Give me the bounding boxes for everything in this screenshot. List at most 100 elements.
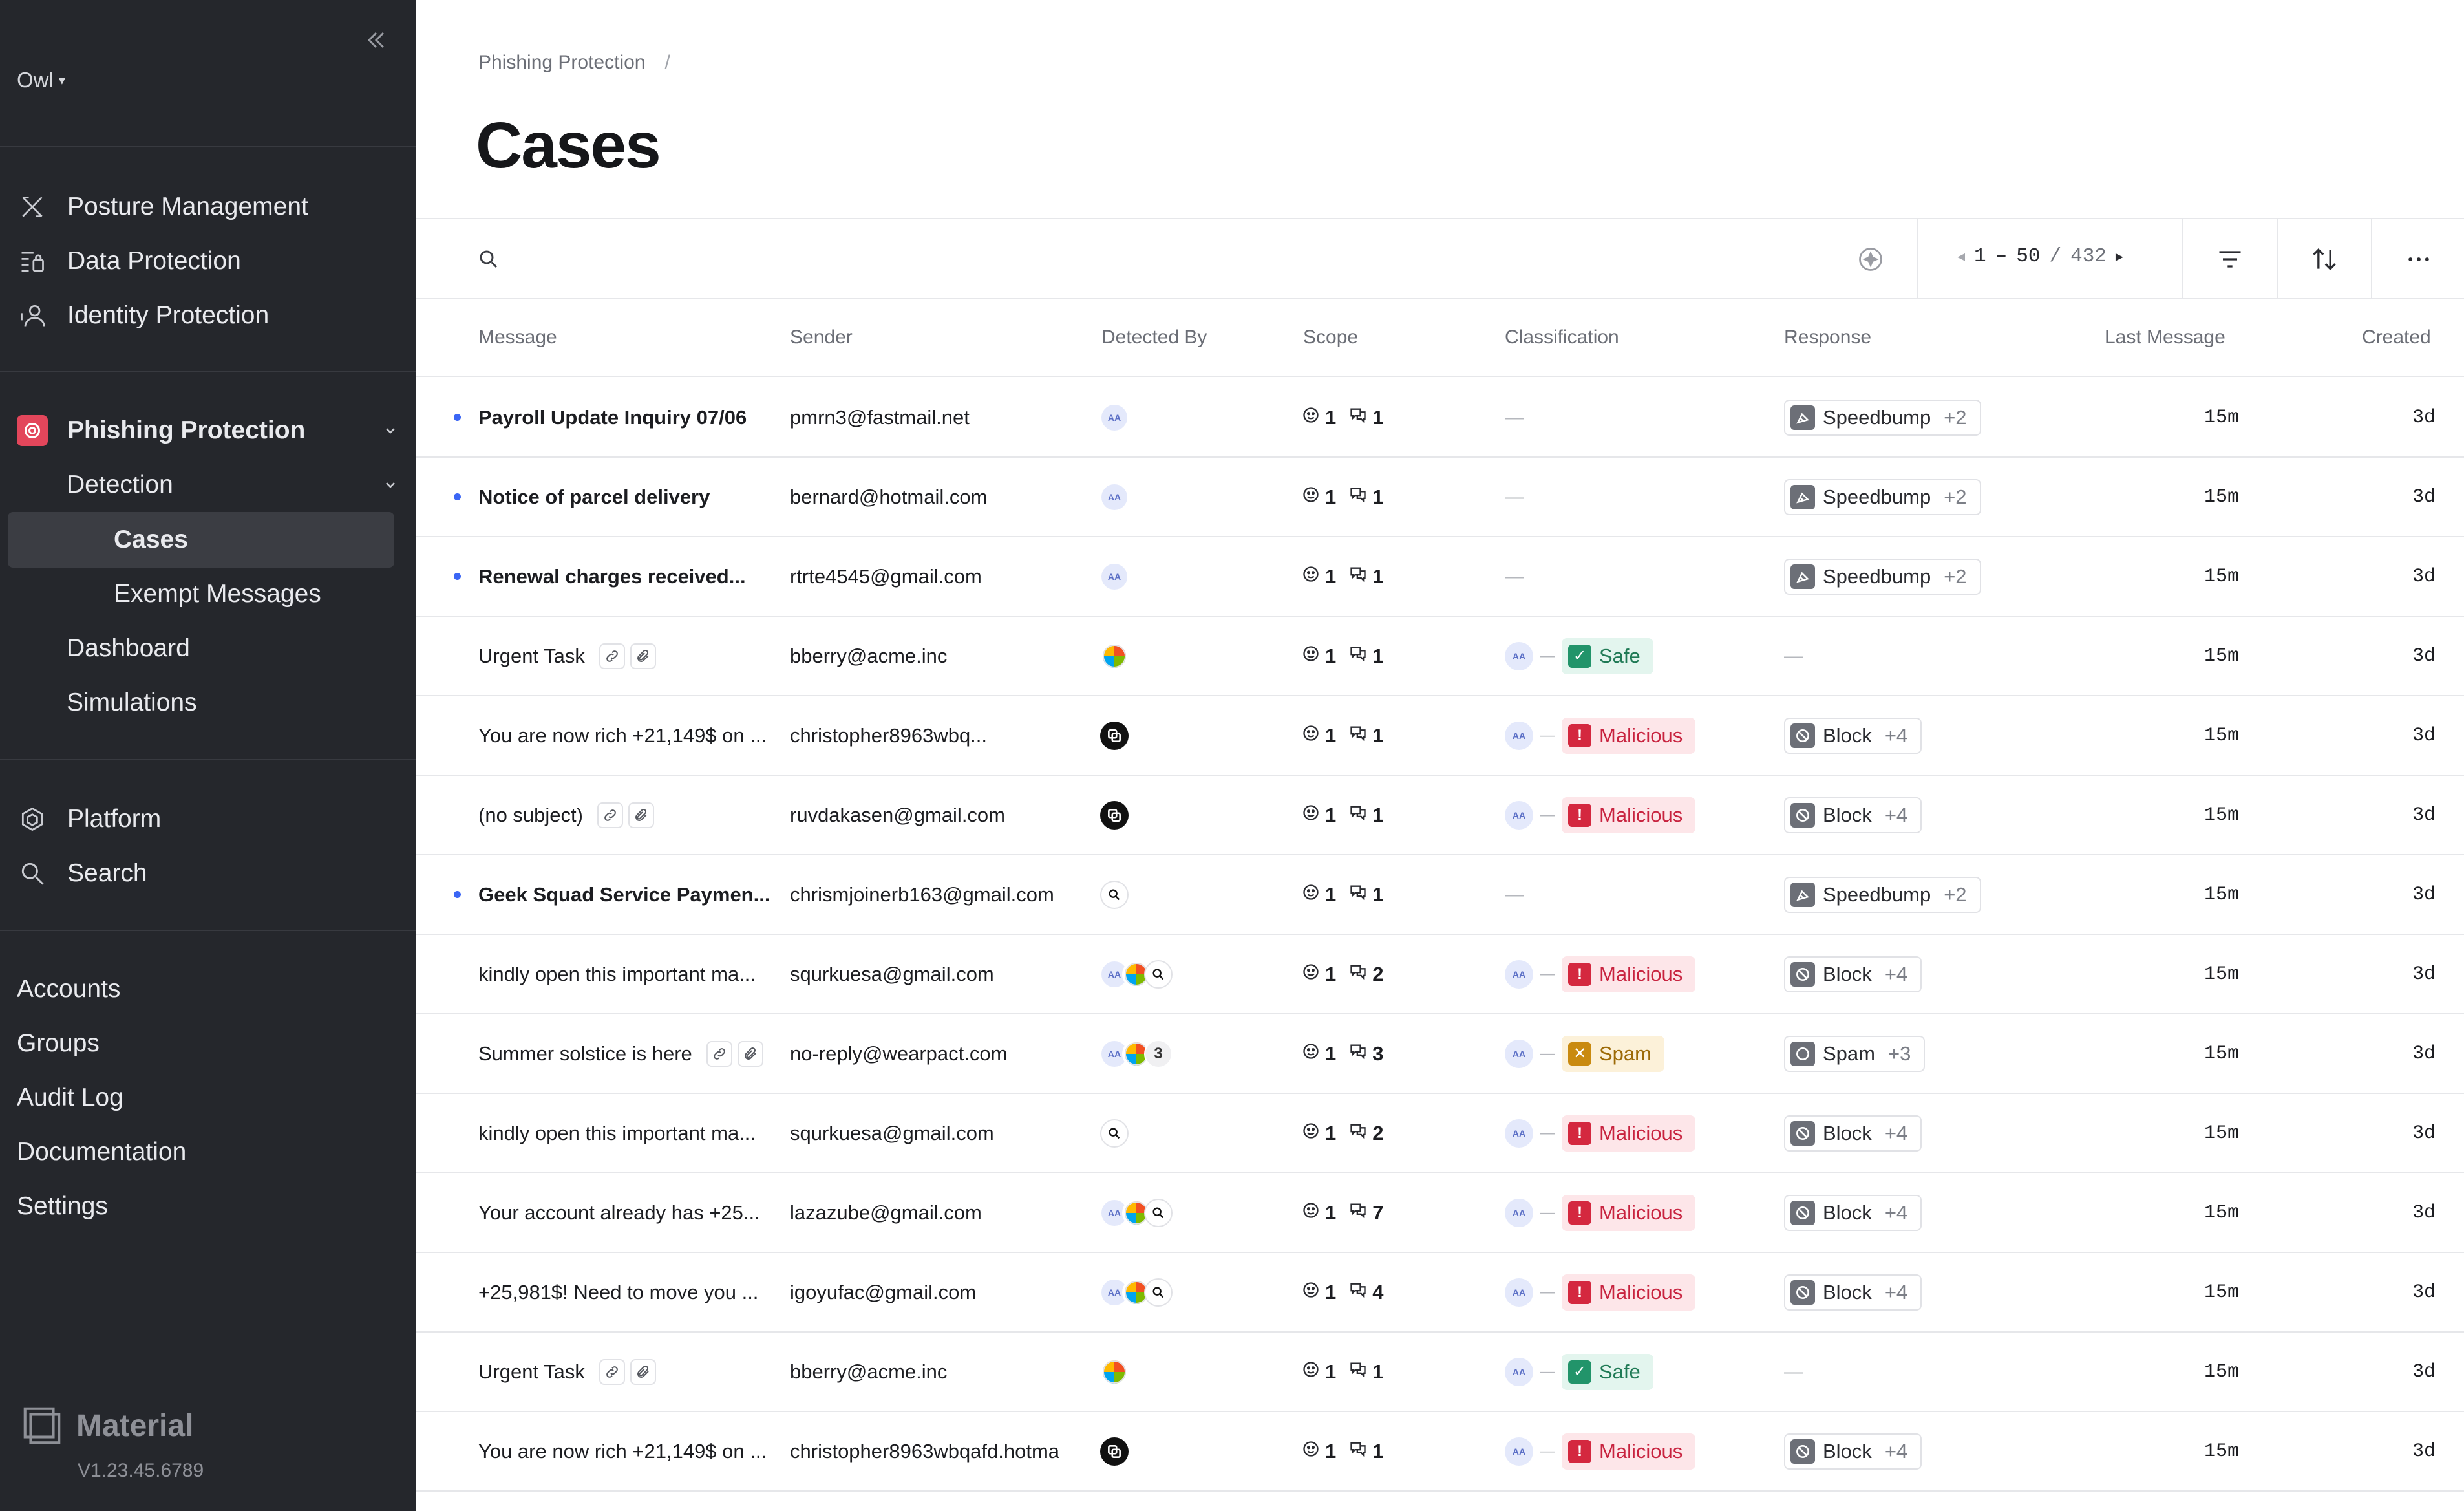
- filter-icon[interactable]: [2213, 242, 2247, 276]
- more-options-icon[interactable]: [2402, 242, 2436, 276]
- column-header-last-message[interactable]: Last Message: [2105, 327, 2225, 348]
- block-icon: [1790, 1439, 1815, 1464]
- sidebar-item-search[interactable]: Search: [17, 854, 398, 893]
- table-row[interactable]: Notice of parcel delivery bernard@hotmail…: [416, 458, 2464, 537]
- message-cell[interactable]: Urgent Task: [478, 617, 782, 695]
- table-row[interactable]: (no subject) ruvdakasen@gmail.com 1 1 AA —! Ma…: [416, 776, 2464, 855]
- sidebar-item-exempt[interactable]: Exempt Messages: [114, 575, 398, 614]
- response-chip[interactable]: Speedbump +2: [1784, 478, 1981, 515]
- column-header-sender[interactable]: Sender: [790, 327, 853, 348]
- response-chip[interactable]: Speedbump +2: [1784, 876, 1981, 913]
- response-chip[interactable]: Block +4: [1784, 1115, 1922, 1152]
- response-chip[interactable]: Block +4: [1784, 797, 1922, 833]
- table-row[interactable]: kindly open this important ma... squrkues…: [416, 935, 2464, 1014]
- column-header-response[interactable]: Response: [1784, 327, 1872, 348]
- messages-icon: [1349, 406, 1367, 429]
- sidebar-item-audit-log[interactable]: Audit Log: [17, 1084, 123, 1111]
- table-row[interactable]: You are now rich +21,149$ on ... christop…: [416, 696, 2464, 776]
- sidebar-item-dashboard[interactable]: Dashboard: [67, 629, 398, 668]
- scope-messages-count: 1: [1372, 803, 1384, 826]
- users-icon: [1302, 406, 1320, 429]
- sidebar-item-platform[interactable]: Platform: [17, 800, 398, 839]
- classification-badge[interactable]: ! Malicious: [1562, 1115, 1696, 1152]
- next-page-icon[interactable]: ▶: [2115, 250, 2123, 265]
- message-cell[interactable]: You are now rich +21,149$ on ...: [478, 696, 782, 775]
- response-label: Speedbump: [1823, 564, 1931, 588]
- last-message-cell: 15m: [2204, 724, 2239, 747]
- classification-cell: AA — ✕ Spam: [1505, 1014, 1776, 1093]
- column-header-scope[interactable]: Scope: [1303, 327, 1359, 348]
- table-row[interactable]: Renewal charges received... rtrte4545@gma…: [416, 537, 2464, 617]
- sidebar-item-settings[interactable]: Settings: [17, 1192, 108, 1220]
- response-chip[interactable]: Block +4: [1784, 956, 1922, 992]
- column-header-message[interactable]: Message: [478, 327, 557, 348]
- sidebar-item-data-protection[interactable]: Data Protection: [17, 242, 398, 281]
- table-row[interactable]: Urgent Task bberry@acme.inc 1 1 AA — ✓ Safe —15m…: [416, 617, 2464, 696]
- message-cell[interactable]: Renewal charges received...: [478, 537, 782, 616]
- response-chip[interactable]: Spam +3: [1784, 1035, 1926, 1072]
- column-header-created[interactable]: Created: [2362, 327, 2431, 348]
- message-subject: Urgent Task: [478, 644, 585, 667]
- message-cell[interactable]: Urgent Task: [478, 1333, 782, 1411]
- response-chip[interactable]: Speedbump +2: [1784, 558, 1981, 595]
- message-cell[interactable]: kindly open this important ma...: [478, 935, 782, 1013]
- column-header-detected-by[interactable]: Detected By: [1101, 327, 1207, 348]
- message-cell[interactable]: +25,981$! Need to move you ...: [478, 1253, 782, 1331]
- classification-badge[interactable]: ! Malicious: [1562, 1433, 1696, 1470]
- table-row[interactable]: +25,981$! Need to move you ... igoyufac@g…: [416, 1253, 2464, 1333]
- sidebar-item-simulations[interactable]: Simulations: [67, 683, 398, 722]
- table-row[interactable]: Your account already has +25... lazazube@…: [416, 1173, 2464, 1253]
- classification-badge[interactable]: ! Malicious: [1562, 1274, 1696, 1311]
- sidebar: Owl ▾ Posture Management Data Protection…: [0, 0, 416, 1511]
- column-header-classification[interactable]: Classification: [1505, 327, 1619, 348]
- sidebar-item-accounts[interactable]: Accounts: [17, 975, 121, 1003]
- table-row[interactable]: Geek Squad Service Paymen... chrismjoiner…: [416, 855, 2464, 935]
- message-cell[interactable]: Geek Squad Service Paymen...: [478, 855, 782, 934]
- classification-badge[interactable]: ✓ Safe: [1562, 1353, 1653, 1390]
- search-input[interactable]: [513, 240, 2194, 279]
- created-cell: 3d: [2412, 724, 2436, 747]
- breadcrumb-parent[interactable]: Phishing Protection: [478, 52, 646, 73]
- response-chip[interactable]: Speedbump +2: [1784, 399, 1981, 436]
- response-chip[interactable]: Block +4: [1784, 717, 1922, 754]
- message-cell[interactable]: Summer solstice is here: [478, 1014, 782, 1093]
- classification-badge[interactable]: ! Malicious: [1562, 797, 1696, 833]
- message-cell[interactable]: kindly open this important ma...: [478, 1094, 782, 1172]
- sidebar-item-phishing[interactable]: Phishing Protection: [17, 411, 398, 450]
- sidebar-item-groups[interactable]: Groups: [17, 1029, 100, 1057]
- message-cell[interactable]: Notice of parcel delivery: [478, 458, 782, 536]
- response-chip[interactable]: Block +4: [1784, 1274, 1922, 1311]
- sidebar-item-detection[interactable]: Detection: [67, 466, 398, 504]
- table-row[interactable]: Payroll Update Inquiry 07/06 pmrn3@fastma…: [416, 378, 2464, 458]
- classification-badge[interactable]: ✓ Safe: [1562, 638, 1653, 674]
- last-message-cell: 15m: [2204, 1440, 2239, 1463]
- classification-badge[interactable]: ✕ Spam: [1562, 1035, 1664, 1072]
- message-cell[interactable]: You are now rich +21,149$ on ...: [478, 1412, 782, 1490]
- message-subject: Urgent Task: [478, 1360, 585, 1383]
- classification-badge[interactable]: ! Malicious: [1562, 956, 1696, 992]
- classification-badge[interactable]: ! Malicious: [1562, 1194, 1696, 1231]
- table-row[interactable]: Summer solstice is here no-reply@wearpact…: [416, 1014, 2464, 1094]
- response-chip[interactable]: Block +4: [1784, 1194, 1922, 1231]
- sort-icon[interactable]: [2308, 242, 2341, 276]
- message-cell[interactable]: Payroll Update Inquiry 07/06: [478, 378, 782, 456]
- collapse-sidebar-icon[interactable]: [362, 26, 390, 54]
- users-icon: [1302, 1042, 1320, 1066]
- response-chip[interactable]: Block +4: [1784, 1433, 1922, 1470]
- message-cell[interactable]: Your account already has +25...: [478, 1173, 782, 1252]
- table-row[interactable]: You are now rich +21,149$ on ... christop…: [416, 1412, 2464, 1492]
- table-row[interactable]: kindly open this important ma... squrkues…: [416, 1094, 2464, 1173]
- org-switcher[interactable]: Owl ▾: [17, 68, 65, 92]
- sidebar-item-posture[interactable]: Posture Management: [17, 188, 398, 226]
- previous-page-icon[interactable]: ◀: [1957, 250, 1966, 265]
- unread-indicator: [454, 493, 461, 500]
- ai-sparkle-icon[interactable]: [1856, 245, 1885, 273]
- classification-badge[interactable]: ! Malicious: [1562, 717, 1696, 754]
- sidebar-item-cases[interactable]: Cases: [114, 520, 398, 559]
- table-row[interactable]: Urgent Task bberry@acme.inc 1 1 AA — ✓ Safe —15m…: [416, 1333, 2464, 1412]
- message-cell[interactable]: (no subject): [478, 776, 782, 854]
- sidebar-item-identity[interactable]: Identity Protection: [17, 296, 398, 335]
- sidebar-item-documentation[interactable]: Documentation: [17, 1138, 187, 1166]
